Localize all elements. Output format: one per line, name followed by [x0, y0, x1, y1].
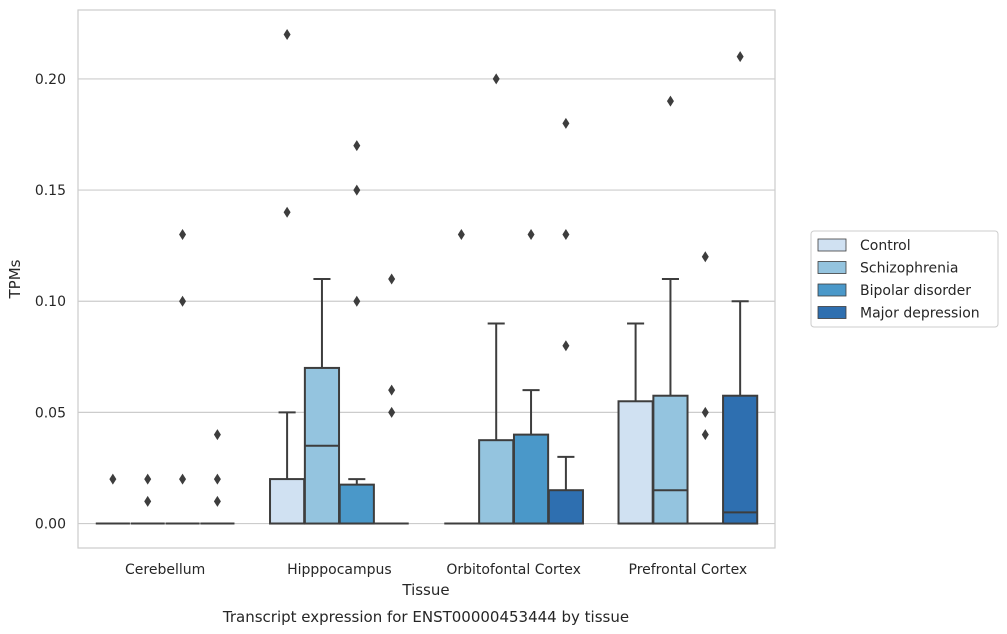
- y-tick-labels: 0.00 0.05 0.10 0.15 0.20: [35, 72, 66, 533]
- box-group: [688, 251, 723, 525]
- legend-swatch: [817, 283, 847, 297]
- outlier-point: [213, 473, 221, 485]
- box: [722, 394, 759, 525]
- legend-label: Major depression: [860, 306, 980, 322]
- outlier-point: [666, 95, 674, 107]
- y-tick-label: 0.05: [35, 405, 66, 421]
- box: [338, 483, 375, 525]
- outlier-point: [388, 273, 396, 285]
- box: [478, 439, 515, 525]
- outlier-point: [701, 429, 709, 441]
- outlier-point: [144, 473, 152, 485]
- x-tick-labels: Cerebellum Hipppocampus Orbitofontal Corte…: [125, 562, 747, 578]
- outlier-point: [283, 28, 291, 40]
- outlier-point: [213, 429, 221, 441]
- x-tick-label: Prefrontal Cortex: [629, 562, 748, 578]
- y-tick-label: 0.00: [35, 517, 66, 533]
- legend: Control Schizophrenia Bipolar disorder Majo…: [810, 230, 999, 328]
- outlier-point: [213, 495, 221, 507]
- box-group: [722, 51, 759, 525]
- outlier-point: [701, 406, 709, 418]
- outlier-point: [353, 295, 361, 307]
- box-group: [303, 278, 341, 525]
- legend-label: Bipolar disorder: [860, 283, 971, 299]
- y-axis-title: TPMs: [6, 259, 24, 299]
- box-group: [478, 73, 515, 525]
- box-group: [165, 229, 200, 525]
- outlier-point: [179, 295, 187, 307]
- box-group: [652, 95, 689, 525]
- box-group: [617, 322, 654, 525]
- box-group: [130, 473, 165, 525]
- box: [652, 394, 689, 525]
- outlier-point: [562, 340, 570, 352]
- outlier-point: [109, 473, 117, 485]
- outlier-point: [353, 140, 361, 152]
- box: [512, 433, 550, 525]
- outlier-point: [388, 406, 396, 418]
- legend-swatch: [817, 261, 847, 274]
- outlier-point: [388, 384, 396, 396]
- outlier-point: [457, 229, 465, 241]
- outlier-point: [353, 184, 361, 196]
- box: [547, 489, 584, 525]
- boxes-layer: [95, 28, 759, 525]
- legend-frame: [810, 230, 999, 328]
- y-tick-label: 0.20: [35, 72, 66, 88]
- x-tick-label: Hipppocampus: [287, 562, 392, 578]
- box-group: [547, 117, 584, 525]
- legend-label: Control: [860, 238, 911, 254]
- outlier-point: [701, 251, 709, 263]
- outlier-point: [562, 117, 570, 129]
- x-axis-title: Tissue: [401, 581, 449, 599]
- legend-swatch: [817, 238, 847, 252]
- outlier-point: [283, 206, 291, 218]
- box-group: [338, 140, 375, 525]
- chart-caption: Transcript expression for ENST0000045344…: [222, 608, 629, 626]
- outlier-point: [179, 473, 187, 485]
- box-group: [444, 229, 479, 525]
- y-tick-label: 0.15: [35, 183, 66, 199]
- outlier-point: [179, 229, 187, 241]
- box-group: [374, 273, 409, 525]
- outlier-point: [527, 229, 535, 241]
- box: [617, 400, 654, 525]
- box-group: [95, 473, 130, 525]
- legend-swatch: [817, 306, 847, 319]
- y-tick-label: 0.10: [35, 294, 66, 310]
- legend-label: Schizophrenia: [860, 261, 958, 277]
- outlier-point: [562, 229, 570, 241]
- box-group: [200, 429, 235, 525]
- outlier-point: [492, 73, 500, 85]
- outlier-point: [736, 51, 744, 63]
- box-group: [512, 229, 550, 525]
- box: [269, 478, 306, 525]
- x-tick-label: Cerebellum: [125, 562, 205, 578]
- outlier-point: [144, 495, 152, 507]
- x-tick-label: Orbitofontal Cortex: [446, 562, 581, 578]
